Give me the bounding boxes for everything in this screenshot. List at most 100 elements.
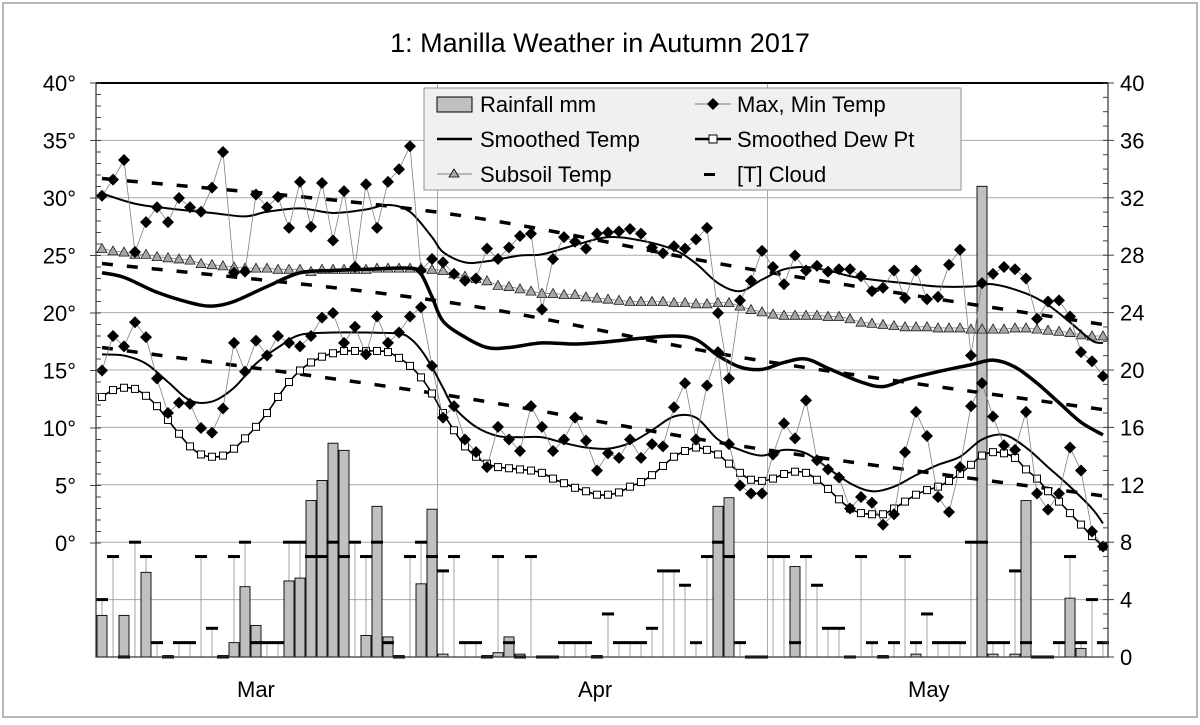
subsoil-marker — [1097, 330, 1109, 341]
cloud-dash — [415, 540, 427, 544]
max-temp-marker — [657, 247, 669, 260]
min-temp-marker — [558, 433, 570, 446]
legend-subsoil: Subsoil Temp — [480, 162, 612, 187]
dew-point-marker — [923, 486, 931, 495]
dew-point-marker — [791, 467, 799, 476]
max-temp-marker — [646, 241, 658, 254]
max-temp-marker — [789, 249, 801, 262]
subsoil-marker — [272, 263, 284, 274]
cloud-dash — [426, 555, 438, 559]
rain-bar — [294, 577, 306, 658]
max-temp-marker — [921, 293, 933, 306]
max-temp-marker — [470, 272, 482, 285]
dew-point-marker — [747, 475, 755, 484]
subsoil-marker — [701, 297, 713, 309]
max-temp-marker — [1086, 355, 1098, 368]
min-temp-marker — [701, 379, 713, 392]
subsoil-marker — [833, 310, 845, 321]
left-tick-label: 25° — [43, 244, 76, 269]
min-temp-marker — [723, 438, 735, 451]
max-temp-marker — [635, 227, 647, 240]
cloud-dash — [998, 641, 1010, 645]
smoothed-max-line — [101, 192, 1104, 344]
max-temp-marker — [888, 264, 900, 277]
subsoil-marker — [1031, 323, 1043, 334]
max-temp-marker — [217, 146, 229, 158]
min-temp-marker — [503, 433, 515, 446]
right-tick-label: 16 — [1120, 415, 1144, 440]
left-tick-label: 20° — [43, 301, 76, 326]
dew-point-marker — [274, 392, 282, 401]
dew-point-marker — [593, 490, 601, 499]
min-temp-marker — [679, 377, 691, 390]
max-temp-marker — [767, 261, 779, 273]
dew-point-marker — [945, 476, 953, 485]
max-temp-marker — [514, 229, 526, 242]
max-temp-marker — [437, 256, 449, 269]
cloud-dash — [800, 555, 812, 559]
right-tick-label: 32 — [1120, 186, 1144, 211]
min-temp-marker — [668, 401, 680, 414]
max-temp-marker — [360, 178, 372, 191]
rain-bar — [305, 500, 317, 658]
cloud-dash — [492, 555, 504, 559]
legend-cloud-dash-icon — [704, 173, 715, 176]
subsoil-marker — [558, 288, 570, 299]
dew-point-marker — [351, 346, 359, 355]
max-temp-marker — [624, 223, 636, 236]
subsoil-marker — [195, 257, 207, 268]
min-temp-marker — [899, 446, 911, 459]
cloud-dash — [250, 641, 262, 645]
min-temp-marker — [712, 346, 724, 359]
min-temp-marker — [107, 330, 119, 342]
max-temp-marker — [404, 140, 416, 153]
cloud-dash — [272, 641, 284, 645]
min-temp-marker — [822, 463, 834, 476]
cloud-dash — [602, 612, 614, 616]
cloud-dash — [789, 641, 801, 645]
max-temp-marker — [1020, 272, 1032, 285]
left-tick-label: 35° — [43, 129, 76, 154]
subsoil-marker — [173, 253, 185, 264]
subsoil-marker — [921, 320, 933, 332]
min-temp-marker — [745, 487, 757, 500]
dew-point-marker — [582, 487, 590, 496]
dew-point-marker — [1033, 474, 1041, 483]
cloud-dash — [437, 569, 449, 573]
trend-dashed-line — [101, 261, 1104, 412]
max-temp-marker — [547, 252, 559, 265]
dew-point-marker — [384, 348, 392, 357]
max-temp-marker — [558, 231, 570, 244]
dew-point-marker — [109, 386, 117, 395]
max-temp-marker — [162, 216, 174, 229]
min-temp-marker — [448, 400, 460, 413]
min-temp-marker — [778, 417, 790, 430]
min-temp-marker — [569, 411, 581, 424]
dew-point-marker — [175, 429, 183, 438]
min-temp-marker — [965, 400, 977, 413]
max-temp-marker — [371, 221, 383, 234]
cloud-dash — [206, 626, 218, 630]
max-temp-marker — [96, 189, 108, 202]
max-temp-marker — [1097, 370, 1109, 383]
rain-bar — [283, 580, 295, 658]
subsoil-marker — [888, 319, 900, 331]
max-temp-marker — [338, 185, 350, 198]
max-temp-marker — [690, 233, 702, 246]
min-temp-marker — [998, 439, 1010, 452]
min-temp-marker — [426, 359, 438, 372]
right-tick-label: 24 — [1120, 301, 1144, 326]
min-temp-marker — [690, 433, 702, 446]
cloud-dash — [173, 641, 185, 645]
max-temp-marker — [811, 259, 823, 272]
rain-bar — [426, 508, 438, 658]
axes: 0° 5° 10° 15° 20° 25° 30° 35° 40° 0 4 8 12 16 20 24 28 32… — [43, 71, 1145, 702]
cloud-dash — [1053, 641, 1065, 645]
dew-point-marker — [1077, 520, 1085, 529]
dew-point-marker — [571, 483, 579, 492]
min-temp-marker — [250, 334, 262, 347]
max-temp-marker — [415, 264, 427, 277]
dew-point-marker — [659, 461, 667, 470]
cloud-dash — [613, 641, 625, 645]
cloud-dash — [1009, 569, 1021, 573]
